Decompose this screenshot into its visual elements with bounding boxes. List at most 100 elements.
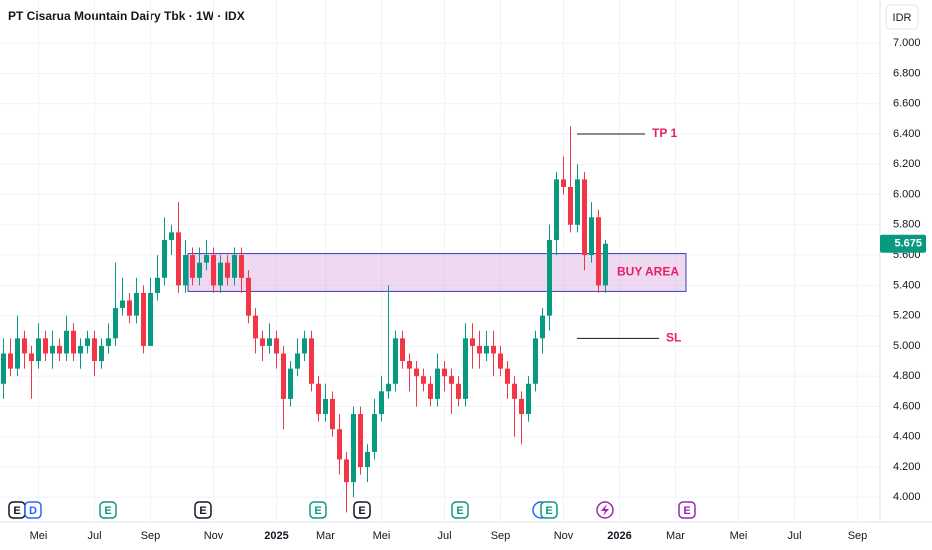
candle-body <box>470 338 475 346</box>
candle-body <box>344 459 349 483</box>
candle-body <box>29 353 34 362</box>
candle-body <box>554 179 559 240</box>
candle-body <box>106 338 111 346</box>
candle-body <box>169 232 174 240</box>
candle-body <box>379 391 384 415</box>
buy-area <box>187 253 687 292</box>
x-tick-label: Jul <box>87 530 101 542</box>
candle-body <box>575 179 580 225</box>
candle-body <box>561 179 566 187</box>
candle-body <box>358 414 363 468</box>
candle-body <box>505 368 510 384</box>
y-tick-label: 5.800 <box>893 219 921 231</box>
y-tick-label: 5.400 <box>893 279 921 291</box>
candle-body <box>78 345 83 354</box>
candle-body <box>183 255 188 286</box>
x-tick-label: Mar <box>316 530 335 542</box>
candle-body <box>141 292 146 346</box>
y-tick-label: 5.200 <box>893 310 921 322</box>
candle-body <box>414 368 419 377</box>
candle-body <box>190 255 195 278</box>
candle-body <box>43 338 48 354</box>
candle-body <box>267 338 272 346</box>
candle-body <box>8 353 13 369</box>
y-tick-label: 5.000 <box>893 340 921 352</box>
candle-body <box>351 414 356 483</box>
event-icon <box>678 501 696 519</box>
x-tick-label: Mei <box>30 530 48 542</box>
event-label: E <box>314 505 321 517</box>
level-label: TP 1 <box>652 126 677 140</box>
candle-body <box>120 300 125 309</box>
candle-body <box>211 255 216 286</box>
candle-body <box>15 338 20 369</box>
y-tick-label: 4.200 <box>893 461 921 473</box>
chart-title: PT Cisarua Mountain Dairy Tbk · 1W · IDX <box>8 9 245 23</box>
y-tick-label: 4.600 <box>893 400 921 412</box>
candle-body <box>274 338 279 354</box>
event-label: E <box>545 505 552 517</box>
x-tick-label: Sep <box>491 530 511 542</box>
event-label: E <box>358 505 365 517</box>
candle-body <box>442 368 447 377</box>
candle-body <box>50 345 55 354</box>
candle-body <box>232 255 237 278</box>
candle-body <box>323 398 328 415</box>
event-label: E <box>13 505 20 517</box>
last-price-label: 5.675 <box>894 238 922 250</box>
candle-body <box>57 345 62 354</box>
candle-body <box>246 277 251 316</box>
candle-body <box>127 300 132 316</box>
candle-body <box>134 292 139 316</box>
candle-body <box>449 376 454 384</box>
candle-body <box>337 429 342 460</box>
candle-body <box>512 383 517 399</box>
candle-body <box>155 277 160 293</box>
y-tick-label: 6.200 <box>893 158 921 170</box>
candle-body <box>281 353 286 399</box>
y-tick-label: 6.000 <box>893 188 921 200</box>
candle-body <box>582 179 587 256</box>
currency-box[interactable] <box>885 4 919 30</box>
candle-body <box>428 383 433 399</box>
candle-body <box>435 368 440 399</box>
candle-body <box>225 262 230 278</box>
candle-body <box>71 330 76 354</box>
candle-body <box>568 186 573 225</box>
event-icon <box>309 501 327 519</box>
candle-body <box>498 353 503 369</box>
candle-body <box>386 383 391 392</box>
plot <box>0 0 880 522</box>
candle-body <box>365 451 370 468</box>
candle-body <box>407 361 412 369</box>
x-tick-label: Nov <box>204 530 224 542</box>
candle-body <box>197 262 202 278</box>
candle-body <box>547 239 552 316</box>
candle-body <box>589 217 594 256</box>
candle-body <box>421 376 426 384</box>
x-tick-label: Mei <box>730 530 748 542</box>
candle-body <box>603 243 608 286</box>
candle-body <box>218 262 223 286</box>
event-label: E <box>456 505 463 517</box>
candle-body <box>372 414 377 452</box>
y-tick-label: 4.000 <box>893 491 921 503</box>
candle-body <box>148 292 153 346</box>
candle-body <box>1 353 6 384</box>
y-tick-label: 6.800 <box>893 67 921 79</box>
candle-body <box>463 338 468 399</box>
candle-body <box>260 338 265 346</box>
candle-body <box>295 353 300 369</box>
candle-body <box>533 338 538 384</box>
x-tick-label: 2025 <box>264 530 288 542</box>
currency[interactable]: IDR <box>893 12 912 24</box>
candle-body <box>162 239 167 278</box>
x-tick-label: Mei <box>373 530 391 542</box>
candle-body <box>288 368 293 399</box>
x-tick-label: Nov <box>554 530 574 542</box>
candle-body <box>204 255 209 263</box>
candle-body <box>253 315 258 339</box>
candle-body <box>400 338 405 362</box>
candle-body <box>85 338 90 346</box>
